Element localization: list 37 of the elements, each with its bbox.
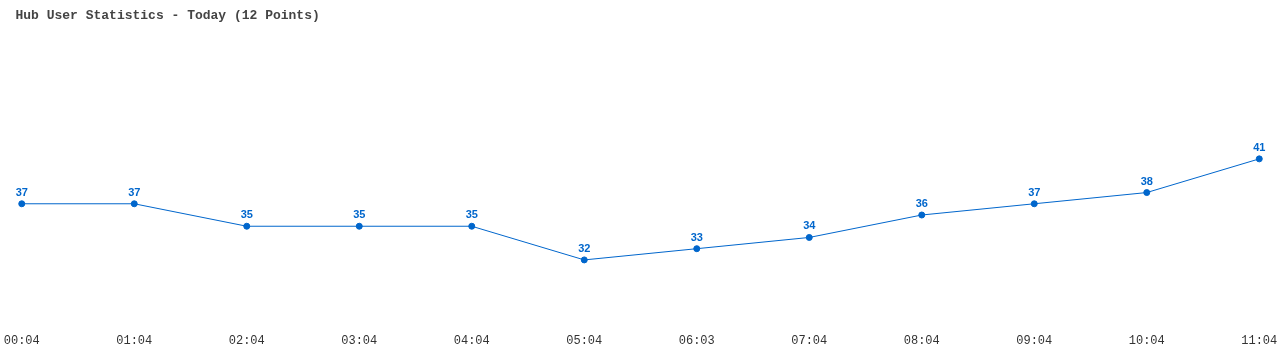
point	[693, 245, 701, 253]
point	[1030, 200, 1038, 208]
data-label: 37	[128, 185, 141, 198]
point	[468, 222, 476, 230]
data-label: 36	[915, 197, 928, 210]
x-tick-label: 00:04	[3, 333, 40, 348]
x-tick-label: 07:04	[791, 333, 828, 348]
point	[1255, 155, 1263, 163]
data-label: 37	[1028, 185, 1041, 198]
point	[355, 222, 363, 230]
x-tick-label: 04:04	[453, 333, 490, 348]
data-label: 32	[578, 241, 591, 254]
x-tick-label: 08:04	[903, 333, 940, 348]
x-tick-label: 06:03	[678, 333, 715, 348]
chart-title: Hub User Statistics - Today (12 Points)	[15, 7, 320, 23]
data-label: 38	[1140, 174, 1153, 187]
point	[1143, 189, 1151, 197]
data-label: 41	[1253, 140, 1266, 153]
data-label: 35	[240, 208, 253, 221]
x-tick-label: 01:04	[116, 333, 153, 348]
x-tick-label: 09:04	[1016, 333, 1053, 348]
data-label: 37	[15, 185, 28, 198]
x-tick-label: 02:04	[228, 333, 265, 348]
point	[130, 200, 138, 208]
point	[243, 222, 251, 230]
point	[580, 256, 588, 264]
x-tick-label: 05:04	[566, 333, 603, 348]
x-tick-label: 10:04	[1128, 333, 1165, 348]
point	[918, 211, 926, 219]
x-tick-label: 11:04	[1241, 333, 1278, 348]
x-tick-label: 03:04	[341, 333, 378, 348]
data-label: 33	[690, 230, 703, 243]
data-label: 34	[803, 219, 817, 232]
data-label: 35	[353, 208, 366, 221]
point	[18, 200, 26, 208]
point	[805, 233, 813, 241]
data-label: 35	[465, 208, 478, 221]
